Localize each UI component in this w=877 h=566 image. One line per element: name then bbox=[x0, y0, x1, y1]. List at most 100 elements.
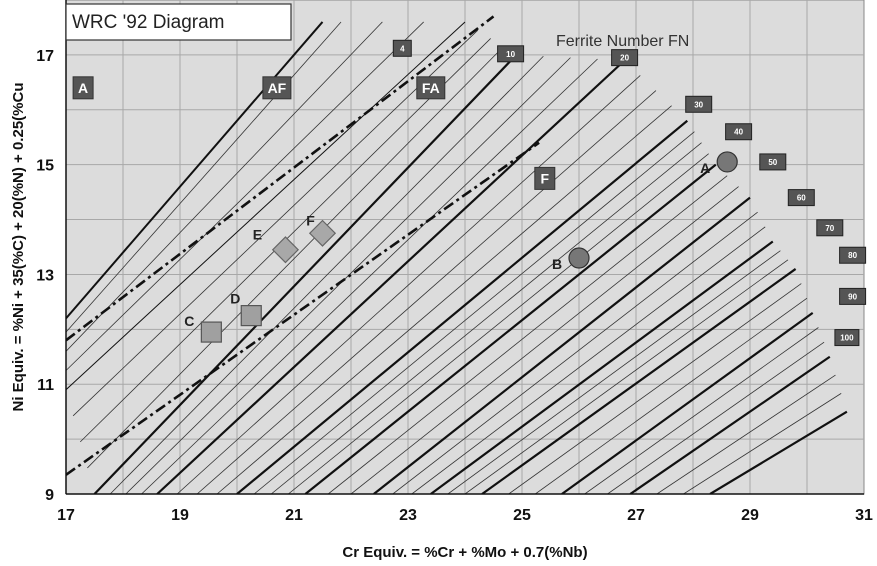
fn-tag-label-40: 40 bbox=[734, 128, 743, 137]
region-label-f: F bbox=[541, 170, 550, 186]
fn-hatch-line bbox=[288, 153, 709, 494]
fn-tag-label-50: 50 bbox=[768, 158, 777, 167]
point-marker-d bbox=[240, 305, 262, 327]
fn-hatch-line bbox=[87, 46, 504, 469]
fn-tag-label-30: 30 bbox=[694, 100, 703, 109]
fn-hatch-line bbox=[141, 58, 598, 494]
point-label-d: D bbox=[230, 291, 240, 307]
fn-hatch-lines bbox=[66, 21, 842, 494]
fn-tag-box-60 bbox=[787, 189, 815, 207]
fn-hatch-line bbox=[447, 250, 781, 494]
fn-line-4 bbox=[66, 21, 466, 391]
fn-line-90 bbox=[629, 355, 831, 494]
y-tick-label: 15 bbox=[36, 158, 54, 175]
fn-line-20 bbox=[156, 59, 626, 494]
fn-tag-box-70 bbox=[816, 219, 844, 237]
x-tick-label: 29 bbox=[741, 507, 759, 524]
fn-tag-label-70: 70 bbox=[825, 224, 834, 233]
point-marker-b bbox=[568, 247, 590, 269]
x-tick-label: 21 bbox=[285, 507, 303, 524]
point-label-c: C bbox=[184, 313, 194, 329]
fn-hatch-line bbox=[392, 211, 758, 494]
fn-hatch-line bbox=[109, 55, 544, 494]
fn-line-10 bbox=[93, 54, 518, 494]
grid bbox=[66, 0, 864, 494]
y-tick-label: 9 bbox=[45, 487, 54, 504]
fn-tag-box-40 bbox=[725, 123, 753, 141]
fn-tag-label-10: 10 bbox=[506, 50, 515, 59]
fn-hatch-line bbox=[683, 393, 842, 494]
region-labels: A AF FA F bbox=[72, 76, 556, 190]
fn-tag-label-90: 90 bbox=[848, 292, 857, 301]
fn-hatch-line bbox=[196, 90, 657, 494]
fn-line-30 bbox=[236, 119, 689, 494]
fn-hatch-line bbox=[66, 21, 342, 333]
point-marker-a bbox=[716, 151, 738, 173]
point-label-b: B bbox=[552, 256, 562, 272]
fn-hatch-line bbox=[535, 297, 808, 494]
chart-title: WRC '92 Diagram bbox=[72, 12, 225, 33]
chart-subtitle: Ferrite Number FN bbox=[556, 33, 689, 50]
fn-hatch-line bbox=[350, 186, 739, 494]
phase-boundaries bbox=[66, 15, 540, 476]
fn-tag-label-80: 80 bbox=[848, 251, 857, 260]
fn-tag-box-90 bbox=[839, 287, 867, 305]
region-box-a bbox=[72, 76, 94, 100]
boundary-a-af bbox=[66, 21, 324, 320]
y-tick-label: 13 bbox=[36, 267, 54, 284]
fn-hatch-line bbox=[607, 341, 825, 494]
y-axis-title: Ni Equiv. = %Ni + 35(%C) + 20(%N) + 0.25… bbox=[10, 83, 27, 412]
fn-hatch-line bbox=[508, 283, 802, 494]
x-tick-label: 19 bbox=[171, 507, 189, 524]
fn-hatch-line bbox=[270, 142, 702, 494]
fn-hatch-line bbox=[72, 29, 479, 417]
point-label-f: F bbox=[306, 212, 315, 228]
region-label-fa: FA bbox=[422, 80, 440, 96]
boundary-fa-f bbox=[66, 141, 540, 476]
fn-hatch-line bbox=[464, 259, 789, 494]
fn-tags: 4 10 20 30 40 50 60 70 80 90 100 bbox=[392, 39, 867, 347]
point-label-e: E bbox=[253, 227, 262, 243]
fn-tag-label-4: 4 bbox=[400, 44, 405, 53]
x-tick-label: 31 bbox=[855, 507, 873, 524]
boundary-af-fa bbox=[66, 15, 495, 342]
fn-tag-box-80 bbox=[839, 246, 867, 264]
x-tick-label: 23 bbox=[399, 507, 417, 524]
region-box-af bbox=[262, 76, 292, 100]
fn-hatch-line bbox=[253, 131, 695, 494]
fn-line-60 bbox=[430, 240, 774, 494]
x-tick-label: 25 bbox=[513, 507, 531, 524]
fn-tag-box-100 bbox=[834, 329, 860, 347]
fn-hatch-line bbox=[411, 226, 766, 494]
fn-line-80 bbox=[561, 311, 814, 494]
fn-hatch-line bbox=[66, 21, 383, 352]
fn-tag-box-20 bbox=[611, 49, 639, 67]
y-tick-label: 11 bbox=[37, 377, 54, 394]
x-tick-label: 17 bbox=[57, 507, 75, 524]
fn-hatch-line bbox=[584, 327, 819, 494]
fn-hatch-line bbox=[327, 175, 728, 494]
region-label-af: AF bbox=[268, 80, 287, 96]
y-tick-label: 17 bbox=[36, 48, 54, 65]
fn-hatch-line bbox=[656, 374, 836, 494]
title-box bbox=[65, 3, 292, 41]
fn-line-70 bbox=[481, 268, 797, 494]
data-points: A B C D E F bbox=[184, 151, 738, 343]
fn-hatch-line bbox=[66, 21, 424, 371]
point-marker-e bbox=[271, 236, 300, 264]
region-label-a: A bbox=[78, 80, 88, 96]
fn-tag-box-10 bbox=[497, 45, 525, 63]
fn-lines bbox=[66, 21, 848, 494]
fn-tag-label-60: 60 bbox=[797, 194, 806, 203]
fn-line-50 bbox=[373, 196, 751, 494]
fn-tag-box-30 bbox=[685, 95, 713, 113]
region-box-fa bbox=[416, 76, 446, 100]
region-box-f bbox=[534, 166, 556, 190]
point-marker-f bbox=[308, 219, 337, 247]
point-marker-c bbox=[200, 321, 222, 343]
fn-hatch-line bbox=[216, 105, 672, 494]
fn-tag-label-100: 100 bbox=[840, 334, 854, 343]
x-axis-title: Cr Equiv. = %Cr + %Mo + 0.7(%Nb) bbox=[342, 544, 587, 561]
fn-tag-label-20: 20 bbox=[620, 54, 629, 63]
